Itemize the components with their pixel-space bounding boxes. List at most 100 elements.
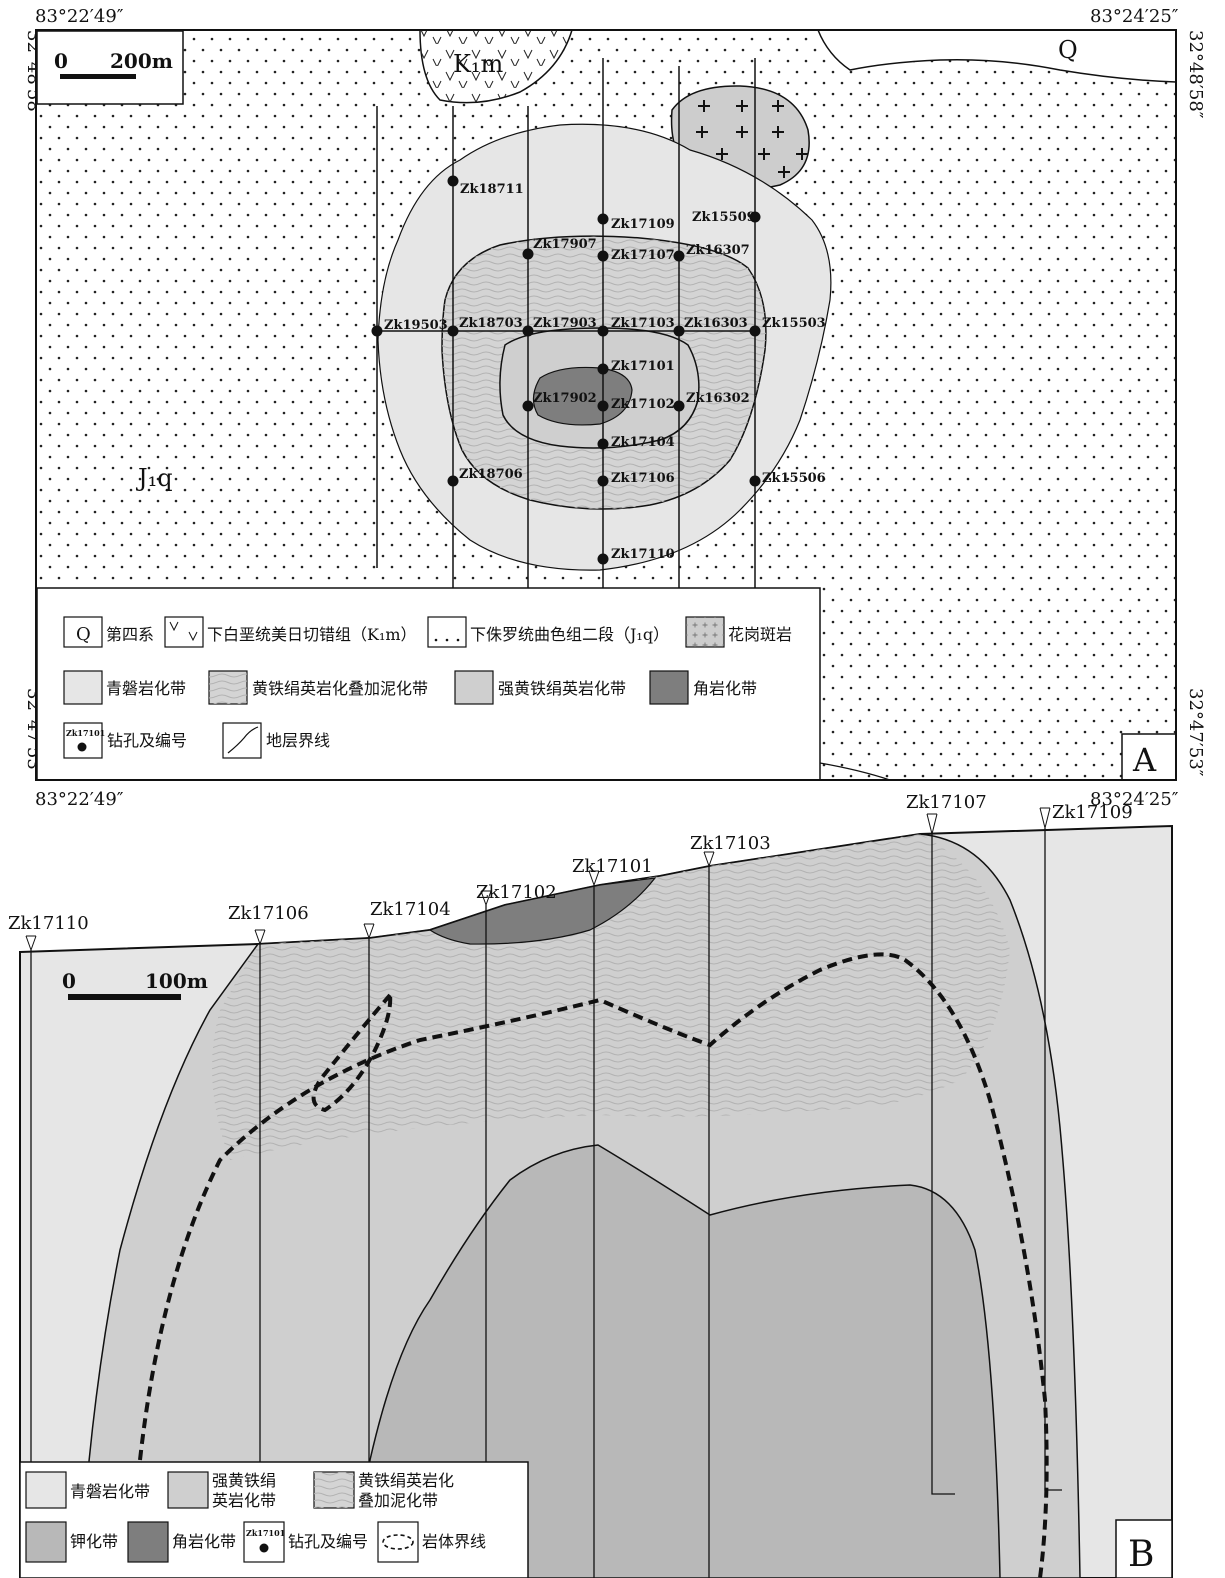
drillhole-zk15506[interactable]: Zk15506 (749, 471, 826, 487)
drillhole-zk17104[interactable]: Zk17104 (597, 435, 675, 450)
legend-b: 青磐岩化带 强黄铁绢 英岩化带 黄铁绢英岩化 叠加泥化带 钾化带 角岩化带 Zk… (19, 1461, 529, 1578)
hole-zk17102[interactable]: Zk17102 (476, 882, 557, 906)
intrusion-apophysis (311, 990, 393, 1113)
legend-q-swatch (63, 616, 103, 648)
panel-b-label: B (1128, 1534, 1154, 1575)
drillhole-zk17903[interactable]: Zk17903 (522, 316, 597, 337)
legend-hornfels: 角岩化带 (693, 679, 757, 698)
legend-j1q: 下侏罗统曲色组二段（J₁q） (470, 625, 669, 644)
svg-text:Zk16303: Zk16303 (684, 316, 748, 331)
svg-text:Zk17110: Zk17110 (611, 547, 675, 562)
hole-zk17106[interactable]: Zk17106 (228, 903, 309, 945)
section-hole-labels: Zk17110 Zk17106 Zk17104 Zk17102 Zk17101 … (8, 792, 1133, 951)
svg-text:Zk15506: Zk15506 (762, 471, 826, 486)
svg-text:Zk18703: Zk18703 (459, 316, 523, 331)
drillhole-zk17102[interactable]: Zk17102 (597, 397, 675, 412)
coord-bottom-right: 83°24′25″ (1090, 789, 1179, 810)
legend-boundary: 地层界线 (266, 731, 330, 750)
legend-strong-phyllic: 强黄铁绢英岩化带 (498, 679, 626, 698)
svg-text:Zk17101: Zk17101 (572, 856, 653, 877)
svg-text:Zk17903: Zk17903 (533, 316, 597, 331)
k1m-unit-label: K₁m (453, 50, 504, 78)
drillhole-zk17907[interactable]: Zk17907 (522, 237, 597, 260)
svg-text:Zk17102: Zk17102 (476, 882, 557, 903)
svg-text:Zk17107: Zk17107 (906, 792, 987, 813)
section-scale-text: 100m (145, 969, 208, 993)
legend-b-propylitic-swatch (25, 1471, 67, 1509)
svg-text:Zk17106: Zk17106 (228, 903, 309, 924)
legend-drill-sample: Zk17101 (66, 728, 105, 738)
legend-b-intrusion-swatch (377, 1521, 419, 1563)
svg-text:Zk17110: Zk17110 (8, 913, 89, 934)
svg-text:Zk17106: Zk17106 (611, 471, 675, 486)
panel-b-label-box (1115, 1519, 1173, 1578)
drillhole-zk17103[interactable]: Zk17103 (597, 316, 675, 337)
legend-b-drill-swatch (243, 1521, 285, 1563)
svg-text:Zk17102: Zk17102 (611, 397, 675, 412)
scale-zero: 0 (54, 49, 68, 73)
hole-zk17101[interactable]: Zk17101 (572, 856, 653, 886)
hole-zk17107[interactable]: Zk17107 (906, 792, 987, 835)
panel-a-map: 83°22′49″ 83°24′25″ 83°22′49″ 83°24′25″ … (23, 6, 1206, 810)
panel-a-label: A (1132, 741, 1157, 779)
panel-b-section: Zk17110 Zk17106 Zk17104 Zk17102 Zk17101 … (8, 792, 1173, 1578)
coord-bottom-left: 83°22′49″ (35, 789, 124, 810)
drillhole-zk17110[interactable]: Zk17110 (597, 547, 675, 565)
legend-b-drill: 钻孔及编号 (288, 1532, 368, 1551)
legend-b-hornfels-swatch (127, 1521, 169, 1563)
svg-text:Zk17109: Zk17109 (1052, 802, 1133, 823)
legend-q-box-label: Q (76, 624, 91, 645)
svg-text:Zk17907: Zk17907 (533, 237, 597, 252)
legend-drill-swatch (63, 722, 103, 759)
svg-text:Zk18706: Zk18706 (459, 467, 523, 482)
legend-phyllic-argillic: 黄铁绢英岩化叠加泥化带 (252, 679, 428, 698)
drillhole-zk16302[interactable]: Zk16302 (673, 391, 750, 412)
drillhole-zk17109[interactable]: Zk17109 (597, 213, 675, 233)
drillhole-layer: Zk18711 Zk17109 Zk15509 Zk17907 Zk17107 … (371, 175, 826, 565)
drillhole-zk18711[interactable]: Zk18711 (447, 175, 524, 198)
legend-b-strong-phyllic-2: 英岩化带 (212, 1491, 276, 1510)
section-scale-bar (68, 994, 181, 1000)
coord-right-bottom: 32°47′53″ (1185, 688, 1206, 777)
drillhole-zk17902[interactable]: Zk17902 (522, 391, 597, 412)
svg-text:Zk17902: Zk17902 (533, 391, 597, 406)
drillhole-zk18703[interactable]: Zk18703 (447, 316, 523, 337)
legend-hornfels-swatch (649, 670, 689, 705)
intrusion-boundary (138, 952, 1049, 1578)
drillhole-zk19503[interactable]: Zk19503 (371, 318, 448, 337)
drillhole-zk16303[interactable]: Zk16303 (673, 316, 748, 337)
hole-zk17104[interactable]: Zk17104 (363, 899, 451, 939)
drillhole-zk15509[interactable]: Zk15509 (692, 210, 761, 225)
scale-bar-box (36, 30, 184, 105)
legend-b-potassic: 钾化带 (70, 1532, 118, 1551)
svg-text:Zk15503: Zk15503 (762, 316, 826, 331)
svg-text:Zk16302: Zk16302 (686, 391, 750, 406)
drillhole-zk17106[interactable]: Zk17106 (597, 471, 675, 487)
legend-b-hornfels: 角岩化带 (172, 1532, 236, 1551)
drillhole-zk18706[interactable]: Zk18706 (447, 467, 523, 487)
section-phyllic-argillic (212, 834, 1010, 1160)
hole-zk17110[interactable]: Zk17110 (8, 913, 89, 951)
hole-zk17109[interactable]: Zk17109 (1039, 802, 1133, 829)
legend-b-potassic-swatch (25, 1521, 67, 1563)
map-frame (35, 29, 1177, 781)
svg-text:Zk16307: Zk16307 (686, 243, 750, 258)
drillhole-zk15503[interactable]: Zk15503 (749, 316, 826, 337)
legend-granite: 花岗斑岩 (728, 625, 792, 644)
drillhole-zk16307[interactable]: Zk16307 (673, 243, 750, 262)
svg-text:Zk15509: Zk15509 (692, 210, 756, 225)
svg-text:Zk17104: Zk17104 (611, 435, 675, 450)
drillhole-zk17107[interactable]: Zk17107 (597, 248, 675, 263)
legend-b-propylitic: 青磐岩化带 (70, 1482, 150, 1501)
section-scale-zero: 0 (62, 969, 76, 993)
legend-j1q-swatch (427, 616, 467, 648)
drillhole-zk17101[interactable]: Zk17101 (597, 359, 675, 375)
legend-a: Q 第四系 下白垩统美日切错组（K₁m） 下侏罗统曲色组二段（J₁q） 花岗斑岩… (36, 587, 821, 781)
hole-zk17103[interactable]: Zk17103 (690, 833, 771, 867)
legend-strong-phyllic-swatch (454, 670, 494, 705)
legend-b-phyllic-argillic-2: 叠加泥化带 (358, 1491, 438, 1510)
coord-right-top: 32°48′58″ (1185, 30, 1206, 119)
scale-text: 200m (110, 49, 173, 73)
legend-b-intrusion: 岩体界线 (422, 1532, 486, 1551)
